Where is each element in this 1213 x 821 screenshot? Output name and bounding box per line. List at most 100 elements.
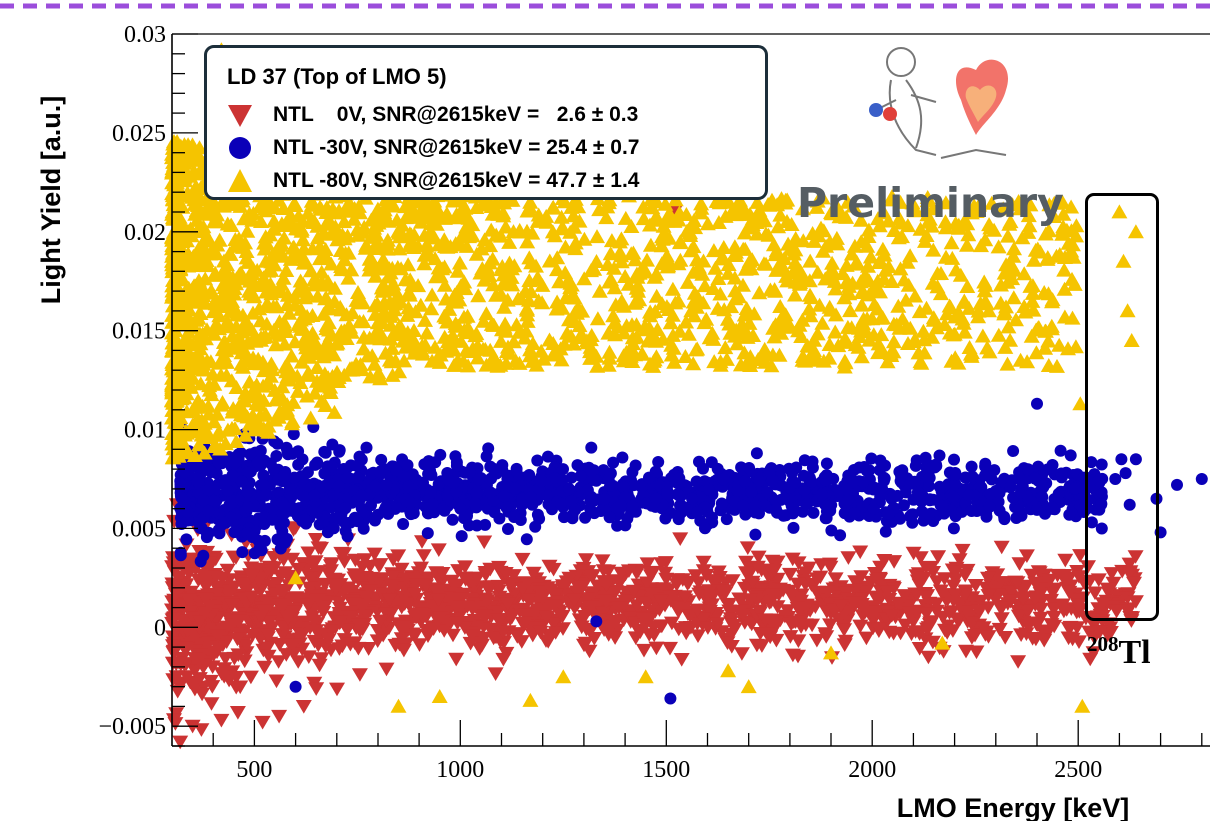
data-point xyxy=(279,402,295,417)
data-point xyxy=(311,658,328,673)
data-point xyxy=(629,459,642,472)
data-point xyxy=(576,231,593,246)
data-point xyxy=(1047,582,1064,597)
data-point xyxy=(607,456,620,469)
data-point xyxy=(865,452,878,465)
data-point xyxy=(195,568,212,583)
data-point xyxy=(738,566,754,580)
data-point xyxy=(1129,453,1142,466)
data-point xyxy=(710,194,727,208)
data-point xyxy=(645,327,662,342)
data-point xyxy=(825,499,838,512)
data-point xyxy=(200,527,213,540)
data-point xyxy=(586,632,603,646)
data-point xyxy=(1028,345,1045,360)
data-point xyxy=(404,505,417,518)
data-point xyxy=(555,622,571,636)
data-point xyxy=(654,231,671,246)
data-point xyxy=(736,499,749,512)
data-point xyxy=(525,566,542,581)
data-point xyxy=(980,601,997,615)
data-point xyxy=(662,315,679,330)
data-point xyxy=(324,368,341,383)
data-point xyxy=(919,451,932,464)
data-point xyxy=(928,597,945,611)
data-point xyxy=(790,634,807,648)
data-point xyxy=(1054,598,1071,613)
data-point xyxy=(411,638,428,652)
data-point xyxy=(585,441,598,454)
data-point xyxy=(932,286,949,301)
data-point xyxy=(805,475,818,488)
data-point xyxy=(558,511,570,524)
data-point xyxy=(625,584,642,599)
data-point xyxy=(579,592,596,606)
data-point xyxy=(395,620,412,635)
data-point xyxy=(782,567,798,582)
data-point xyxy=(528,357,545,372)
data-point xyxy=(791,317,808,332)
data-point xyxy=(981,344,998,359)
data-point xyxy=(1046,501,1059,514)
data-point xyxy=(416,256,433,271)
data-point xyxy=(1016,266,1033,281)
data-point xyxy=(292,458,305,471)
data-point xyxy=(788,503,801,516)
data-point xyxy=(302,571,319,586)
data-point xyxy=(606,614,623,629)
data-point xyxy=(397,470,410,483)
data-point xyxy=(282,251,299,266)
data-point xyxy=(659,512,672,525)
data-point xyxy=(1032,602,1049,617)
data-point xyxy=(522,194,539,209)
data-point xyxy=(646,628,663,643)
data-point xyxy=(495,652,512,667)
data-point xyxy=(355,314,372,328)
data-point xyxy=(191,437,208,452)
data-point xyxy=(304,241,321,256)
data-point xyxy=(194,687,211,702)
data-point xyxy=(231,614,248,629)
data-point xyxy=(715,497,728,510)
data-point xyxy=(221,588,237,603)
data-point xyxy=(532,625,549,640)
data-point xyxy=(689,603,706,618)
data-point xyxy=(742,593,759,607)
data-point xyxy=(280,612,296,626)
data-point xyxy=(432,584,449,598)
data-point xyxy=(589,579,606,594)
data-point xyxy=(213,713,230,728)
data-point xyxy=(815,243,832,258)
data-point xyxy=(356,219,373,234)
data-point xyxy=(933,266,949,280)
data-point xyxy=(699,216,716,231)
data-point xyxy=(179,557,196,572)
data-point xyxy=(992,495,1005,508)
data-point xyxy=(723,640,740,654)
data-point xyxy=(172,272,189,287)
data-point xyxy=(171,421,188,436)
data-point xyxy=(1036,491,1049,503)
data-point xyxy=(863,464,876,477)
data-point xyxy=(201,622,218,636)
data-point xyxy=(495,208,512,223)
data-point xyxy=(463,466,476,479)
data-point xyxy=(629,269,646,284)
data-point xyxy=(1015,592,1031,606)
data-point xyxy=(1036,633,1053,648)
data-point xyxy=(1037,340,1054,355)
data-point xyxy=(290,562,307,577)
data-point xyxy=(424,486,437,499)
data-point xyxy=(301,581,318,596)
data-point xyxy=(255,604,272,618)
data-point xyxy=(666,354,683,369)
data-point xyxy=(1041,197,1058,212)
data-point xyxy=(165,646,182,660)
data-point xyxy=(456,621,473,635)
data-point xyxy=(502,523,514,535)
data-point xyxy=(710,271,727,285)
data-point xyxy=(947,565,964,579)
data-point xyxy=(360,441,373,454)
data-point xyxy=(449,616,466,631)
data-point xyxy=(239,223,256,238)
